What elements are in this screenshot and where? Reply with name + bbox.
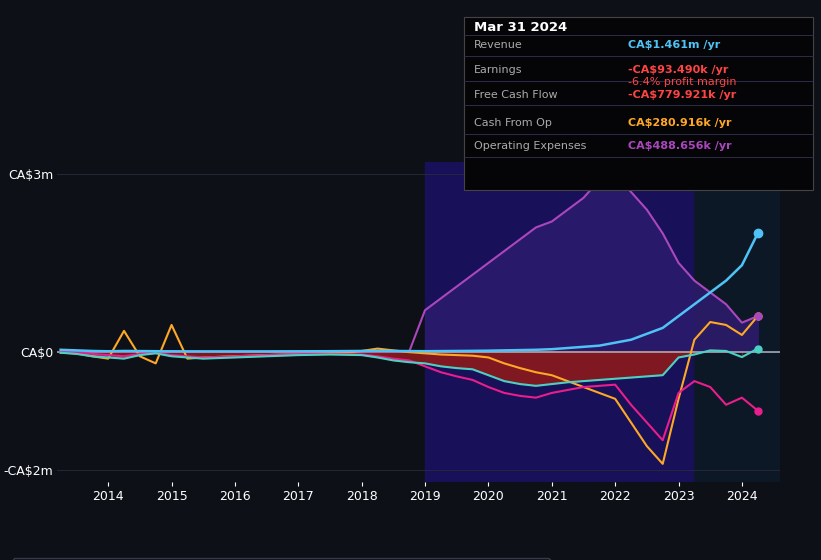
- Text: Cash From Op: Cash From Op: [474, 118, 552, 128]
- Text: -CA$93.490k /yr: -CA$93.490k /yr: [628, 65, 728, 75]
- Legend: Revenue, Earnings, Free Cash Flow, Cash From Op, Operating Expenses: Revenue, Earnings, Free Cash Flow, Cash …: [13, 558, 550, 560]
- Text: Revenue: Revenue: [474, 40, 522, 50]
- Text: CA$1.461m /yr: CA$1.461m /yr: [628, 40, 720, 50]
- Text: -CA$779.921k /yr: -CA$779.921k /yr: [628, 90, 736, 100]
- Text: CA$488.656k /yr: CA$488.656k /yr: [628, 141, 732, 151]
- Text: Mar 31 2024: Mar 31 2024: [474, 21, 567, 34]
- Bar: [425, 162, 695, 482]
- Text: Free Cash Flow: Free Cash Flow: [474, 90, 557, 100]
- Text: Earnings: Earnings: [474, 65, 522, 75]
- Text: CA$280.916k /yr: CA$280.916k /yr: [628, 118, 732, 128]
- Bar: [695, 162, 780, 482]
- Text: Operating Expenses: Operating Expenses: [474, 141, 586, 151]
- Text: -6.4% profit margin: -6.4% profit margin: [628, 77, 736, 87]
